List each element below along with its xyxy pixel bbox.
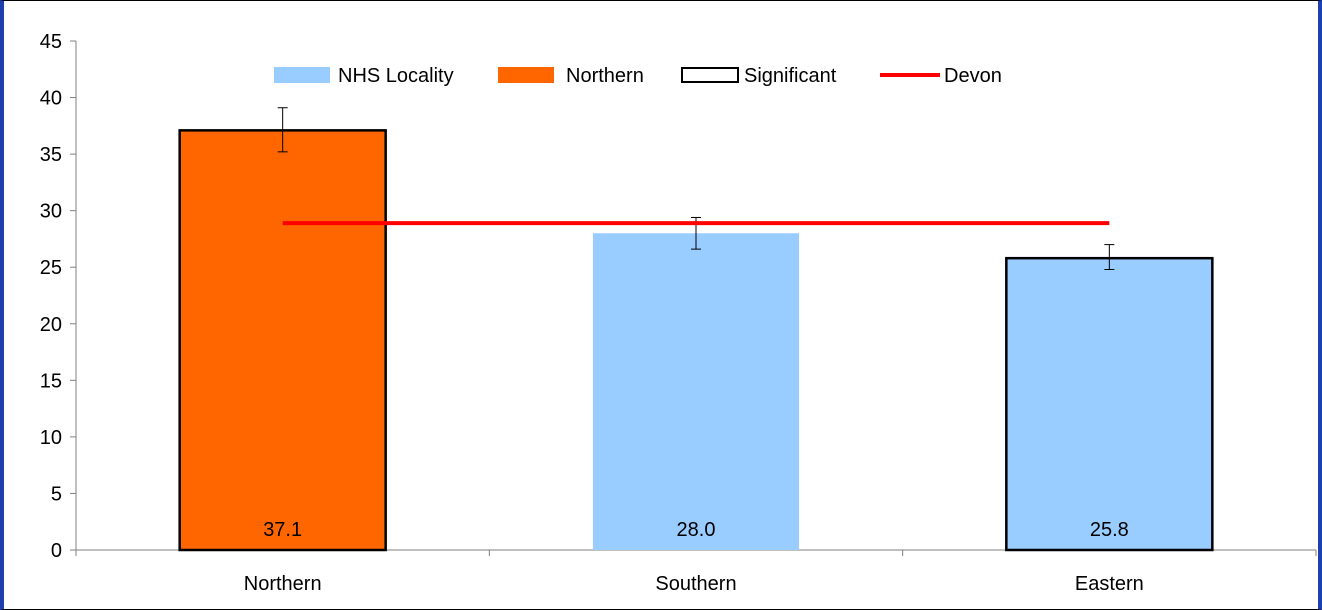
legend: NHS Locality Northern Significant Devon	[274, 65, 1002, 87]
y-tick-label: 5	[51, 483, 62, 505]
error-bars	[277, 107, 1115, 270]
y-tick-label: 0	[51, 540, 62, 562]
y-tick-label: 10	[40, 427, 62, 449]
bar-southern	[593, 233, 799, 551]
y-tick-label: 35	[40, 144, 62, 166]
bar-northern	[178, 129, 387, 552]
bar-eastern	[1005, 256, 1214, 552]
legend-label-nhs-locality: NHS Locality	[338, 65, 454, 87]
data-label-eastern: 25.8	[1090, 519, 1129, 541]
category-label-northern: Northern	[244, 573, 322, 595]
y-tick-label: 20	[40, 314, 62, 336]
y-tick-label: 45	[40, 31, 62, 53]
labels: 37.1 Northern 28.0 Southern 25.8 Eastern	[244, 519, 1144, 595]
data-label-northern: 37.1	[263, 519, 302, 541]
legend-label-significant: Significant	[744, 65, 837, 87]
y-tick-label: 25	[40, 257, 62, 279]
bar-chart: NHS Locality Northern Significant Devon 0 5 1…	[40, 31, 1317, 595]
category-label-southern: Southern	[655, 573, 736, 595]
bars	[178, 129, 1214, 552]
y-tick-label: 30	[40, 201, 62, 223]
legend-swatch-significant	[681, 67, 739, 83]
legend-swatch-northern	[498, 67, 554, 83]
category-label-eastern: Eastern	[1075, 573, 1144, 595]
data-label-southern: 28.0	[677, 519, 716, 541]
y-tick-label: 40	[40, 88, 62, 110]
legend-label-devon: Devon	[944, 65, 1002, 87]
legend-swatch-nhs-locality	[274, 67, 330, 83]
legend-label-northern: Northern	[566, 65, 644, 87]
y-tick-label: 15	[40, 370, 62, 392]
